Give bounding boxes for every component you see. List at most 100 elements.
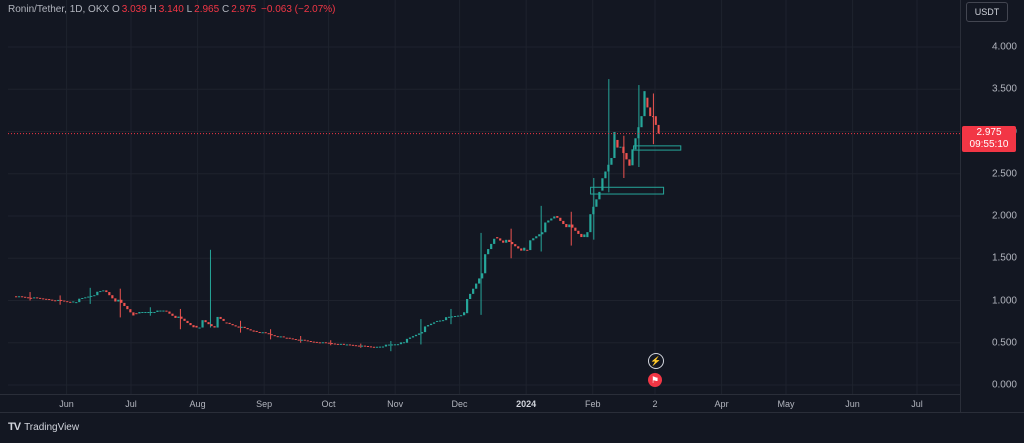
candle-body bbox=[384, 344, 388, 347]
candle-body bbox=[246, 328, 249, 330]
candle-body bbox=[216, 316, 219, 328]
candle-body bbox=[357, 345, 360, 347]
candle-body bbox=[87, 296, 90, 298]
candle-body bbox=[33, 297, 36, 299]
symbol-info-bar: Ronin/Tether, 1D, OKX O 3.039 H 3.140 L 2.9… bbox=[8, 4, 336, 15]
candle-body bbox=[165, 310, 168, 312]
candle-body bbox=[174, 315, 177, 318]
candle-body bbox=[168, 311, 171, 314]
chart-area[interactable] bbox=[8, 0, 960, 412]
candle-body bbox=[21, 296, 24, 298]
candle-body bbox=[279, 336, 282, 338]
price-tick-label: 4.000 bbox=[991, 41, 1017, 53]
candle-body bbox=[556, 216, 559, 218]
candle-body bbox=[375, 346, 379, 348]
candle-body bbox=[402, 342, 406, 344]
candle-body bbox=[129, 309, 132, 313]
candle-body bbox=[78, 298, 81, 303]
candle-body bbox=[237, 326, 240, 328]
candle-body bbox=[526, 249, 529, 251]
candle-body bbox=[517, 246, 520, 249]
candle-body bbox=[195, 325, 198, 328]
price-tick-label: 1.000 bbox=[991, 295, 1017, 306]
flag-icon[interactable]: ⚑ bbox=[648, 373, 662, 387]
currency-button[interactable]: USDT bbox=[966, 2, 1008, 22]
candle-body bbox=[487, 249, 490, 255]
candle-body bbox=[102, 290, 105, 292]
close-value: 2.975 bbox=[231, 4, 257, 15]
candle-body bbox=[595, 199, 598, 207]
candle-body bbox=[147, 311, 150, 313]
candle-body bbox=[288, 337, 291, 339]
candle-body bbox=[493, 238, 496, 244]
candle-body bbox=[544, 222, 547, 233]
time-tick-label: May bbox=[777, 399, 795, 409]
candle-body bbox=[475, 283, 478, 289]
candle-body bbox=[36, 297, 39, 299]
price-chart[interactable] bbox=[8, 0, 960, 394]
price-tick-label: 0.000 bbox=[991, 379, 1017, 391]
time-tick-label: Aug bbox=[189, 399, 206, 409]
candle-body bbox=[297, 339, 300, 341]
candle-body bbox=[300, 339, 303, 341]
time-axis[interactable]: Jun Jul Aug Sep Oct Nov Dec 2024 Feb 2 Apr May Jun Ju… bbox=[0, 394, 960, 413]
candle-body bbox=[444, 317, 448, 321]
candle-body bbox=[598, 191, 601, 200]
candle-body bbox=[294, 339, 297, 341]
candle-body bbox=[354, 345, 357, 347]
candle-body bbox=[574, 227, 577, 231]
price-axis[interactable]: 4.0003.5003.0002.5002.0001.5001.0000.500… bbox=[960, 0, 1024, 412]
candle-body bbox=[69, 301, 72, 303]
candle-body bbox=[159, 310, 162, 312]
time-tick-label: Oct bbox=[321, 399, 336, 409]
candle-body bbox=[18, 296, 21, 298]
candle-body bbox=[75, 302, 78, 304]
high-label: H bbox=[149, 4, 157, 15]
candle-body bbox=[84, 297, 87, 299]
candle-body bbox=[490, 243, 493, 250]
candle-body bbox=[207, 322, 210, 325]
candle-body bbox=[643, 91, 646, 117]
candle-body bbox=[249, 329, 252, 331]
candle-body bbox=[628, 159, 631, 166]
candle-body bbox=[616, 139, 619, 148]
candle-body bbox=[417, 333, 421, 335]
time-tick-label: 2024 bbox=[516, 399, 537, 409]
candle-body bbox=[66, 301, 69, 303]
candle-body bbox=[426, 325, 430, 327]
candle-body bbox=[222, 318, 225, 321]
candle-body bbox=[42, 298, 45, 300]
candle-body bbox=[619, 146, 622, 148]
candle-body bbox=[463, 312, 466, 316]
candle-body bbox=[589, 214, 592, 233]
time-tick-label: Jun bbox=[845, 399, 860, 409]
candle-body bbox=[631, 149, 634, 166]
candle-body bbox=[553, 216, 556, 219]
symbol-title[interactable]: Ronin/Tether, 1D, OKX bbox=[8, 4, 110, 15]
candle-body bbox=[45, 298, 48, 300]
tradingview-logo[interactable]: TV TradingView bbox=[8, 421, 79, 433]
candle-body bbox=[261, 332, 264, 334]
high-value: 3.140 bbox=[158, 4, 184, 15]
candle-body bbox=[171, 313, 174, 316]
candle-body bbox=[285, 337, 288, 339]
candle-body bbox=[568, 224, 571, 228]
candle-body bbox=[408, 337, 412, 339]
last-price-value: 2.975 bbox=[976, 127, 1002, 138]
candle-body bbox=[393, 344, 397, 346]
candle-body bbox=[583, 234, 586, 238]
candle-body bbox=[550, 218, 553, 221]
candle-body bbox=[105, 290, 108, 293]
candle-body bbox=[183, 318, 186, 321]
candle-body bbox=[27, 297, 30, 299]
low-label: L bbox=[186, 4, 193, 15]
lightning-icon[interactable]: ⚡ bbox=[648, 353, 664, 369]
candle-body bbox=[327, 342, 330, 344]
candle-body bbox=[114, 298, 117, 302]
candle-body bbox=[360, 345, 363, 347]
candle-body bbox=[345, 344, 348, 346]
candle-body bbox=[496, 237, 499, 239]
time-tick-label: Jun bbox=[59, 399, 74, 409]
candle-body bbox=[273, 335, 276, 337]
candle-body bbox=[306, 340, 309, 342]
